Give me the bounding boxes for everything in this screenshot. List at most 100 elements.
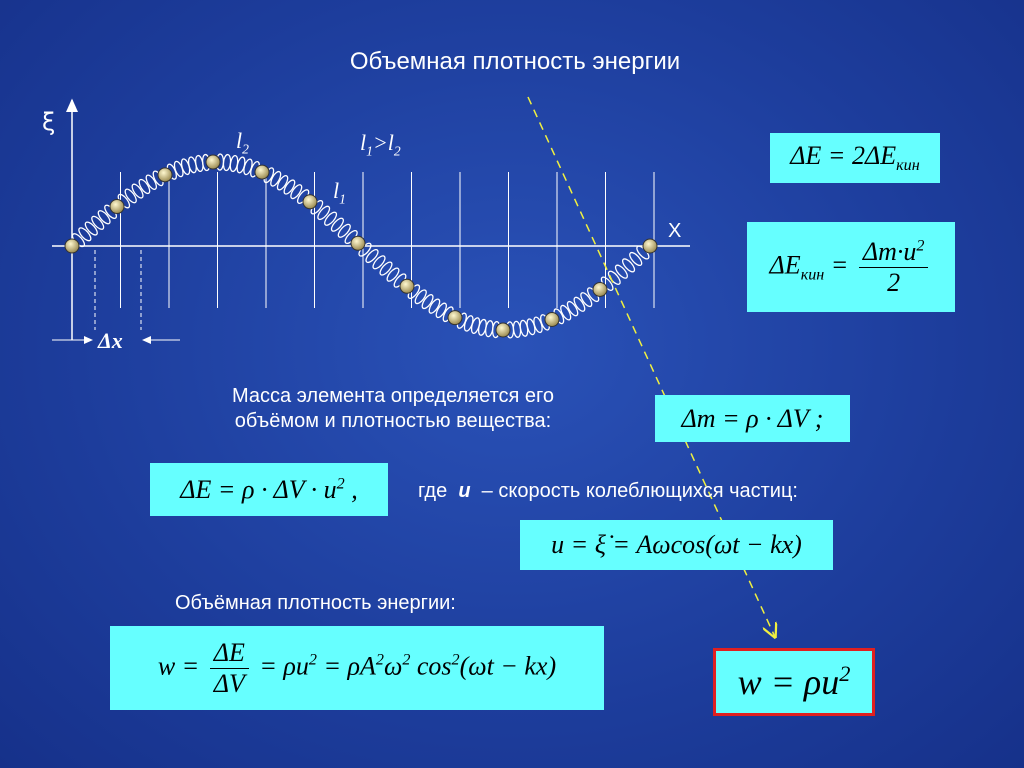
formula-text: =	[824, 249, 855, 279]
numerator: ΔE	[209, 637, 249, 669]
spring-coil	[414, 289, 427, 305]
spring-coil	[607, 270, 621, 285]
superscript: 2	[839, 661, 851, 686]
formula-box: ΔE = ρ · ΔV · u2 ,	[150, 463, 388, 516]
formula-text: 2	[887, 267, 901, 297]
numerator: Δm·u2	[858, 236, 929, 268]
mass-ball	[254, 164, 270, 180]
superscript: 2	[916, 236, 925, 254]
formula-text: l	[360, 130, 367, 155]
spring-coil	[270, 170, 282, 187]
spring-coil	[317, 205, 331, 221]
spring-coil	[386, 267, 400, 282]
formula-text: ΔE = 2ΔE	[790, 140, 897, 170]
formula-text: u = ξ̇ = Aωcos(ωt − kx)	[551, 530, 802, 559]
mass-text: Масса элемента определяется его объёмом …	[183, 384, 603, 434]
spring-coil	[621, 258, 636, 273]
formula-text: w =	[157, 650, 206, 680]
formula-text: Δm = ρ · ΔV ;	[681, 403, 824, 433]
text-line: объёмом и плотностью вещества:	[234, 410, 552, 432]
formula: Δm = ρ · ΔV ;	[682, 404, 824, 434]
text-line: Масса элемента определяется его	[231, 385, 555, 407]
subscript: 2	[393, 143, 401, 159]
formula: l1>l2	[360, 130, 401, 159]
formula-text: cos	[410, 650, 452, 680]
mass-ball	[350, 235, 366, 251]
text: u	[458, 480, 471, 502]
mass-ball	[302, 194, 318, 210]
denominator: 2	[883, 268, 904, 298]
formula: ΔEкин = Δm·u2 2	[770, 237, 933, 298]
formula-text: w = ρu	[737, 662, 840, 702]
l1-label: l1	[333, 178, 346, 207]
formula-box: ΔEкин = Δm·u2 2	[747, 222, 955, 312]
fraction: Δm·u2 2	[858, 236, 929, 298]
l2-label: l2	[236, 128, 249, 157]
spring-coil	[124, 188, 137, 204]
mass-ball	[592, 281, 608, 297]
formula-box: Δm = ρ · ΔV ;	[655, 395, 850, 442]
result-box: w = ρu2	[713, 648, 875, 716]
superscript: 2	[308, 651, 317, 669]
mass-ball	[109, 199, 125, 215]
mass-ball	[447, 310, 463, 326]
formula: w = ΔE ΔV = ρu2 = ρA2ω2 cos2(ωt − kx)	[158, 638, 556, 699]
mass-ball	[64, 238, 80, 254]
mass-ball	[399, 278, 415, 294]
denominator: ΔV	[210, 669, 249, 699]
formula-text: l	[236, 128, 243, 153]
spring-coil	[330, 217, 344, 232]
superscript: 2	[451, 651, 460, 669]
spring-coil	[97, 210, 111, 225]
formula-text: Δm·u	[862, 236, 917, 266]
spring-coil	[560, 304, 572, 321]
formula-text: ΔE = ρ · ΔV · u	[180, 474, 337, 504]
spring-coil	[131, 183, 144, 199]
spring-coil	[566, 300, 579, 317]
spring-coil	[337, 223, 351, 238]
where-text: где u – скорость колеблющихся частиц:	[418, 480, 798, 503]
spring-coil	[138, 178, 151, 195]
title: Объемная плотность энергии	[349, 48, 681, 75]
formula-box: u = ξ̇ = Aωcos(ωt − kx)	[520, 520, 833, 570]
superscript: 2	[402, 651, 411, 669]
spring-coil	[379, 261, 393, 276]
formula-text: ΔV	[213, 668, 245, 698]
spring-coil	[283, 179, 296, 195]
formula-text: ,	[344, 474, 358, 504]
spring-coil	[614, 264, 628, 279]
spring-coil	[629, 251, 643, 267]
spring-coil	[145, 174, 158, 190]
spring-coil	[435, 302, 447, 319]
formula-box: w = ΔE ΔV = ρu2 = ρA2ω2 cos2(ωt − kx)	[110, 626, 604, 710]
spring-coil	[91, 215, 105, 230]
spring-coil	[428, 298, 441, 314]
formula: w = ρu2	[738, 661, 851, 703]
fraction: ΔE ΔV	[209, 637, 249, 699]
formula-text: = ρA	[316, 650, 376, 680]
spring-coil	[421, 294, 434, 310]
formula-text: l	[333, 178, 340, 203]
spring-coil	[84, 221, 98, 236]
mass-ball	[205, 154, 221, 170]
formula-text: (ωt − kx)	[459, 650, 557, 680]
l1-gt-l2-label: l1>l2	[360, 130, 401, 159]
superscript: 2	[336, 474, 345, 492]
formula-text: = ρu	[252, 650, 309, 680]
formula: ΔE = ρ · ΔV · u2 ,	[180, 475, 357, 505]
mass-ball	[642, 238, 658, 254]
spring-coil	[365, 248, 379, 264]
subscript: 2	[242, 141, 249, 157]
spring-coil	[324, 211, 338, 226]
mass-ball	[544, 311, 560, 327]
text: – скорость колеблющихся частиц:	[481, 480, 798, 502]
spring-coil	[290, 184, 303, 200]
formula-text: ω	[383, 650, 403, 680]
formula-box: ΔE = 2ΔEкин	[770, 133, 940, 183]
mass-ball	[157, 167, 173, 183]
formula-text: >l	[372, 130, 394, 155]
subscript: кин	[800, 266, 825, 284]
formula-text: ΔE	[213, 637, 245, 667]
